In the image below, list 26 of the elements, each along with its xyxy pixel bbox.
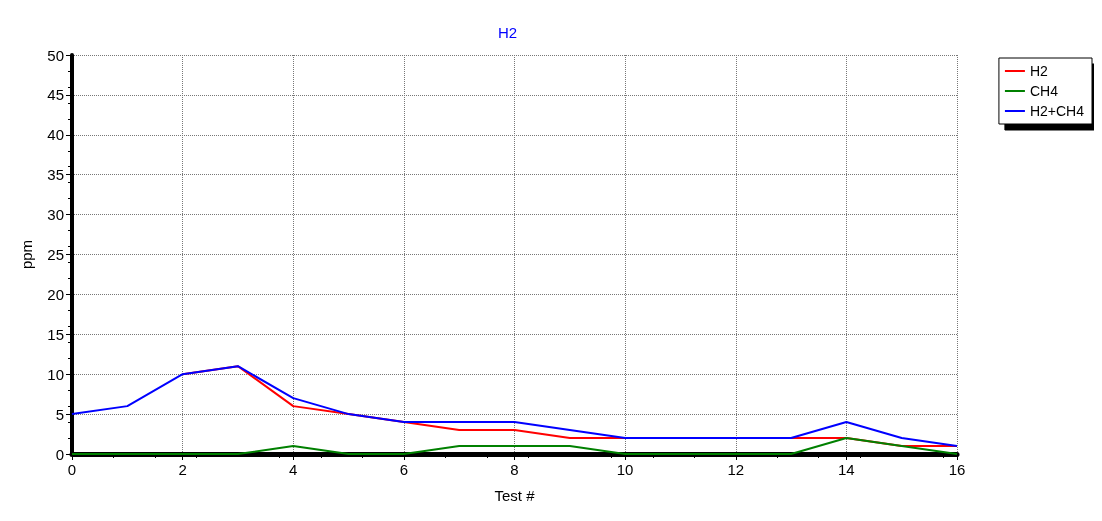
y-tick-label: 30 [47, 206, 64, 224]
y-tick-label: 20 [47, 285, 64, 303]
legend-label: CH4 [1029, 83, 1059, 99]
y-tick-label: 10 [47, 365, 64, 383]
y-tick-label: 50 [47, 46, 64, 64]
x-axis-title: Test # [494, 487, 536, 504]
x-tick-label: 4 [289, 461, 298, 478]
y-tick-label: 0 [55, 445, 64, 463]
y-tick-label: 25 [47, 246, 64, 263]
x-tick-label: 10 [616, 461, 634, 478]
x-tick-label: 0 [67, 461, 77, 478]
legend-label: H2 [1029, 63, 1049, 79]
x-tick-label: 8 [510, 461, 519, 478]
x-tick-label: 14 [838, 461, 855, 478]
x-tick-label: 12 [727, 461, 745, 478]
y-tick-label: 35 [47, 166, 64, 184]
y-tick-label: 15 [47, 325, 64, 343]
x-tick-label: 2 [178, 461, 187, 478]
x-tick-label: 6 [399, 461, 409, 478]
chart-title: H2 [498, 24, 518, 41]
y-tick-label: 40 [47, 126, 64, 144]
y-tick-label: 5 [55, 405, 64, 423]
x-tick-label: 16 [948, 461, 966, 478]
y-tick-label: 45 [47, 86, 64, 104]
legend-label: H2+CH4 [1029, 103, 1085, 119]
y-axis-title: ppm [18, 239, 35, 270]
